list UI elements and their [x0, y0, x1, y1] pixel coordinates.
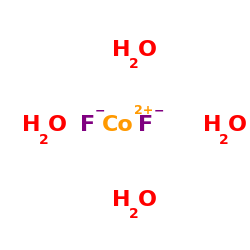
Text: −: −: [153, 104, 164, 118]
Text: O: O: [48, 115, 67, 135]
Text: 2: 2: [219, 132, 229, 146]
Text: 2+: 2+: [134, 104, 153, 118]
Text: O: O: [228, 115, 247, 135]
Text: O: O: [138, 40, 157, 60]
Text: 2: 2: [129, 58, 139, 71]
Text: H: H: [112, 190, 131, 210]
Text: 2: 2: [129, 208, 139, 222]
Text: 2: 2: [39, 132, 49, 146]
Text: H: H: [202, 115, 221, 135]
Text: Co: Co: [102, 115, 134, 135]
Text: F: F: [80, 115, 95, 135]
Text: F: F: [138, 115, 154, 135]
Text: H: H: [112, 40, 131, 60]
Text: O: O: [138, 190, 157, 210]
Text: H: H: [22, 115, 41, 135]
Text: −: −: [95, 104, 106, 118]
